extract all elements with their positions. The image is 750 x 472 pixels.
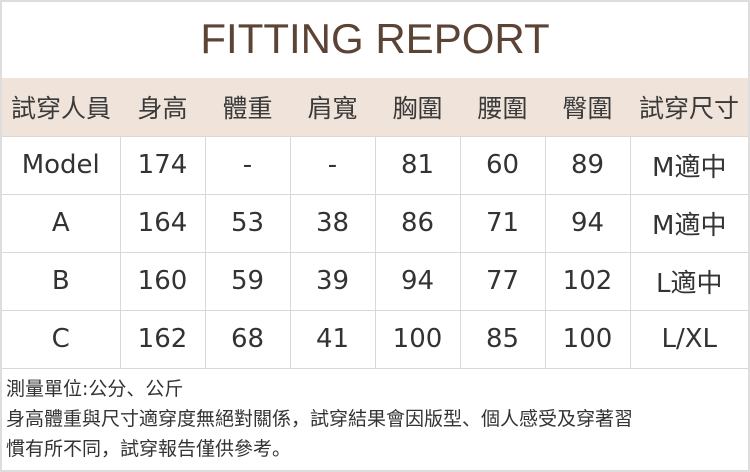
table-cell: 89 — [544, 135, 631, 195]
table-cell: 77 — [459, 251, 546, 311]
table-row: Model 174- -81 60 89 M適中 — [2, 135, 748, 195]
table-cell: 102 — [544, 251, 631, 311]
table-cell: 59 — [204, 251, 291, 311]
table-cell: - — [204, 135, 291, 195]
header-hip: 臀圍 — [545, 78, 630, 136]
note-disclaimer-2: 慣有所不同，試穿報告僅供參考。 — [6, 438, 292, 460]
header-waist: 腰圍 — [460, 78, 545, 136]
fitting-table: 試穿人員 身高 體重 肩寬 胸圍 腰圍 臀圍 試穿尺寸 Model 174- -81… — [2, 78, 748, 369]
table-cell: A — [2, 193, 121, 253]
table-cell: 85 — [459, 309, 546, 369]
table-row: C 162 68 41 100 85 100 L/XL — [2, 309, 748, 369]
table-cell: 86 — [374, 193, 461, 253]
header-tester: 試穿人員 — [2, 78, 120, 136]
table-cell: 60 — [459, 135, 546, 195]
table-cell: B — [2, 251, 121, 311]
table-cell: 94 — [544, 193, 631, 253]
table-cell: 68 — [204, 309, 291, 369]
table-cell: 94 — [374, 251, 461, 311]
table-cell: 160 — [119, 251, 206, 311]
table-cell: L適中 — [629, 251, 748, 311]
table-cell: 71 — [459, 193, 546, 253]
table-row: A 164 53 38 86 71 94 M適中 — [2, 193, 748, 253]
table-cell: 53 — [204, 193, 291, 253]
table-cell: 164 — [119, 193, 206, 253]
header-weight: 體重 — [205, 78, 290, 136]
table-cell: M適中 — [629, 193, 748, 253]
table-cell: Model — [2, 135, 121, 195]
table-cell: C — [2, 309, 121, 369]
table-cell: 174 — [119, 135, 206, 195]
table-cell: 38 — [289, 193, 376, 253]
note-units: 測量單位:公分、公斤 — [6, 378, 184, 400]
header-shoulder: 肩寬 — [290, 78, 375, 136]
table-cell: - — [289, 135, 376, 195]
table-cell: 41 — [289, 309, 376, 369]
table-cell: 39 — [289, 251, 376, 311]
notes: 測量單位:公分、公斤 身高體重與尺寸適穿度無絕對關係，試穿結果會因版型、個人感受… — [6, 374, 633, 464]
note-disclaimer-1: 身高體重與尺寸適穿度無絕對關係，試穿結果會因版型、個人感受及穿著習 — [6, 408, 634, 430]
table-cell: 81 — [374, 135, 461, 195]
page-title: FITTING REPORT — [200, 15, 550, 62]
table-cell: 100 — [544, 309, 631, 369]
table-cell: 100 — [374, 309, 461, 369]
table-cell: 162 — [119, 309, 206, 369]
header-height: 身高 — [120, 78, 205, 136]
header-size: 試穿尺寸 — [630, 78, 748, 136]
table-row: B 160 59 39 94 77 102 L適中 — [2, 251, 748, 311]
table-cell: L/XL — [629, 309, 748, 369]
table-cell: M適中 — [629, 135, 748, 195]
header-chest: 胸圍 — [375, 78, 460, 136]
header-row: 試穿人員 身高 體重 肩寬 胸圍 腰圍 臀圍 試穿尺寸 — [2, 78, 748, 136]
